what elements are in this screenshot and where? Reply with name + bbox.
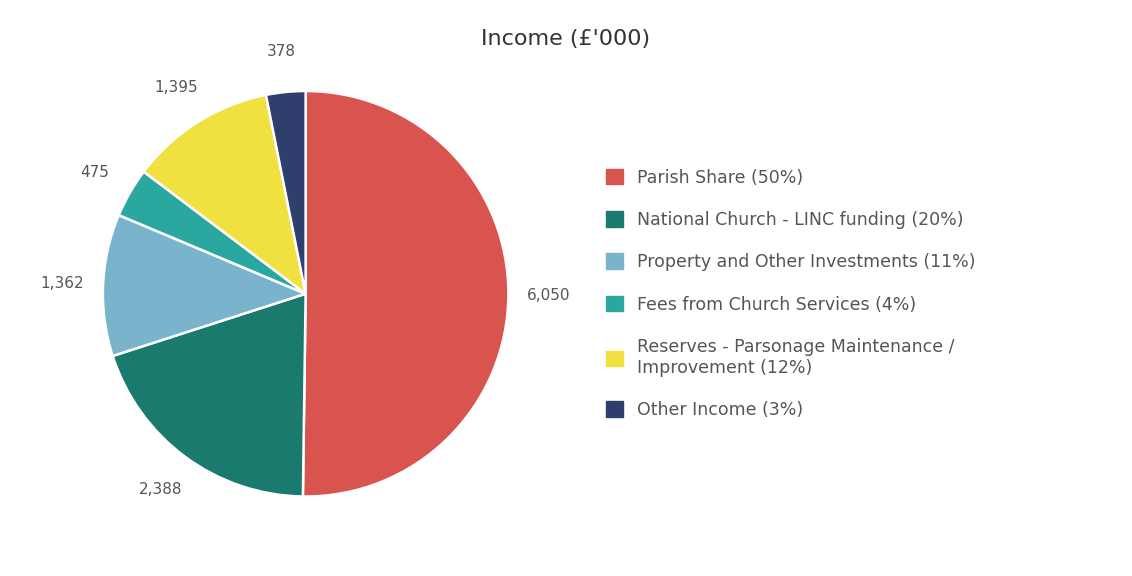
Wedge shape bbox=[266, 91, 306, 294]
Wedge shape bbox=[303, 91, 508, 497]
Text: 1,395: 1,395 bbox=[154, 80, 198, 95]
Wedge shape bbox=[113, 294, 306, 497]
Wedge shape bbox=[103, 215, 306, 356]
Text: 475: 475 bbox=[80, 165, 109, 180]
Wedge shape bbox=[144, 95, 306, 294]
Wedge shape bbox=[119, 172, 306, 294]
Text: 378: 378 bbox=[267, 44, 297, 59]
Legend: Parish Share (50%), National Church - LINC funding (20%), Property and Other Inv: Parish Share (50%), National Church - LI… bbox=[598, 160, 985, 427]
Text: 1,362: 1,362 bbox=[41, 276, 85, 291]
Text: 6,050: 6,050 bbox=[528, 288, 571, 303]
Text: 2,388: 2,388 bbox=[139, 482, 183, 497]
Text: Income (£'000): Income (£'000) bbox=[481, 29, 651, 49]
